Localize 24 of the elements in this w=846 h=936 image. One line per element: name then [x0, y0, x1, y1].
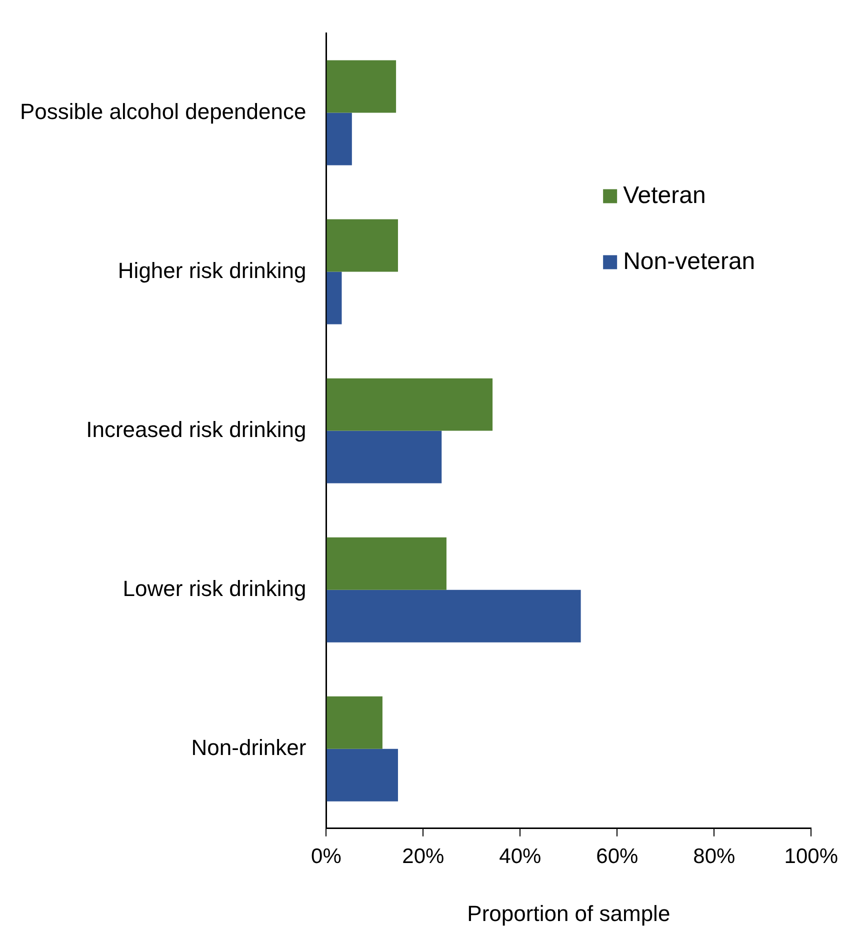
bar [326, 60, 396, 113]
x-tick-label: 0% [311, 844, 342, 868]
x-tick-label: 40% [499, 844, 542, 868]
y-tick-label: Lower risk drinking [122, 576, 306, 601]
y-tick-label: Non-drinker [191, 734, 306, 760]
legend-label: Veteran [623, 182, 706, 209]
bar [326, 112, 352, 166]
bar [326, 590, 581, 642]
x-tick-label: 60% [596, 844, 638, 868]
y-tick-label: Increased risk drinking [86, 416, 306, 442]
bar [326, 748, 398, 802]
x-axis-title: Proportion of sample [467, 900, 670, 926]
x-tick-label: 80% [693, 844, 736, 868]
bar [326, 219, 398, 272]
x-tick-label: 20% [402, 844, 444, 868]
bar [326, 430, 442, 484]
bar [326, 272, 342, 324]
x-tick-label: 100% [784, 844, 838, 868]
bar [326, 537, 446, 590]
bar [326, 696, 382, 749]
y-tick-label: Possible alcohol dependence [20, 98, 306, 124]
y-tick-label: Higher risk drinking [118, 258, 306, 283]
legend-label: Non-veteran [623, 248, 756, 275]
bar [326, 378, 493, 431]
